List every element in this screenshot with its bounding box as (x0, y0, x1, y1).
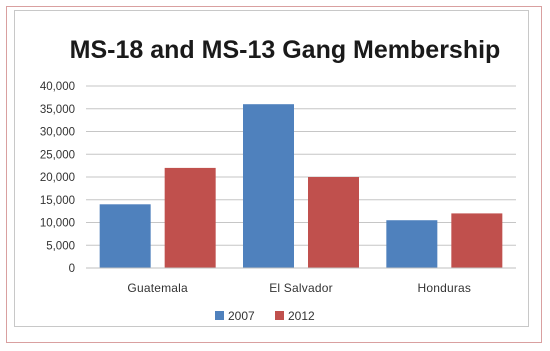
y-axis-ticks: 0 5,000 10,000 15,000 20,000 25,000 30,000 35,0… (40, 81, 75, 275)
y-tick-label: 15,000 (40, 195, 75, 207)
x-category-label: Guatemala (127, 281, 188, 295)
legend: 2007 2012 (215, 309, 315, 323)
x-category-label: El Salvador (269, 281, 333, 295)
bar-2012-el-salvador (308, 177, 359, 268)
legend-swatch-2012 (275, 311, 284, 320)
x-axis-labels: Guatemala El Salvador Honduras (127, 281, 471, 295)
y-tick-label: 40,000 (40, 81, 75, 93)
bar-2007-el-salvador (243, 104, 294, 268)
y-tick-label: 0 (69, 263, 75, 275)
x-category-label: Honduras (418, 281, 472, 295)
y-tick-label: 20,000 (40, 172, 75, 184)
bars (99, 104, 503, 268)
y-tick-label: 25,000 (40, 149, 75, 161)
bar-2012-honduras (451, 213, 503, 268)
bar-2012-guatemala (164, 167, 216, 268)
y-tick-label: 5,000 (46, 240, 75, 252)
gridlines (86, 85, 516, 246)
legend-swatch-2007 (215, 311, 224, 320)
bar-2007-honduras (386, 220, 438, 268)
legend-label-2007: 2007 (228, 309, 255, 323)
legend-label-2012: 2012 (288, 309, 315, 323)
y-tick-label: 35,000 (40, 104, 75, 116)
bar-2007-guatemala (99, 204, 151, 268)
y-tick-label: 30,000 (40, 127, 75, 139)
chart-title: MS-18 and MS-13 Gang Membership (70, 36, 501, 64)
y-tick-label: 10,000 (40, 218, 75, 230)
